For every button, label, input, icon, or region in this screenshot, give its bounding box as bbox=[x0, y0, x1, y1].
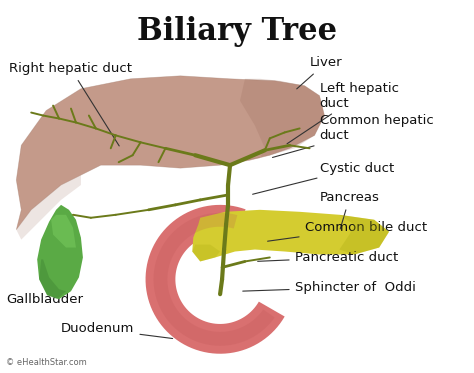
Polygon shape bbox=[192, 210, 389, 261]
Polygon shape bbox=[16, 175, 81, 239]
Polygon shape bbox=[339, 215, 389, 254]
Polygon shape bbox=[240, 79, 325, 160]
Text: Biliary Tree: Biliary Tree bbox=[137, 16, 337, 47]
Text: Cystic duct: Cystic duct bbox=[253, 162, 394, 194]
Text: Pancreatic duct: Pancreatic duct bbox=[258, 251, 398, 264]
Text: Liver: Liver bbox=[297, 56, 342, 89]
Text: Right hepatic duct: Right hepatic duct bbox=[9, 62, 132, 146]
Polygon shape bbox=[154, 213, 274, 346]
Text: Sphincter of  Oddi: Sphincter of Oddi bbox=[243, 281, 416, 294]
Text: Common hepatic
duct: Common hepatic duct bbox=[273, 115, 433, 157]
Polygon shape bbox=[146, 205, 285, 354]
Polygon shape bbox=[39, 260, 66, 299]
Polygon shape bbox=[51, 215, 76, 248]
Text: Gallbladder: Gallbladder bbox=[6, 272, 83, 305]
Text: © eHealthStar.com: © eHealthStar.com bbox=[6, 358, 87, 367]
Text: Pancreas: Pancreas bbox=[319, 191, 379, 229]
Text: Left hepatic
duct: Left hepatic duct bbox=[287, 82, 399, 144]
Text: Common bile duct: Common bile duct bbox=[268, 221, 427, 241]
Polygon shape bbox=[37, 205, 83, 299]
Polygon shape bbox=[16, 76, 325, 230]
Polygon shape bbox=[192, 245, 220, 261]
Text: Duodenum: Duodenum bbox=[61, 322, 173, 339]
